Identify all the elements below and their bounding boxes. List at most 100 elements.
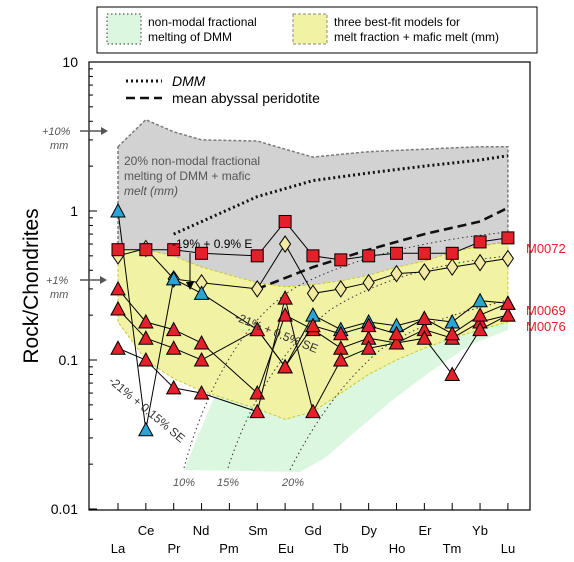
series-2-point-pr [165,379,182,395]
green-legend-line1: non-modal fractional [148,15,257,29]
series-0-point-sm [250,249,264,263]
series-4-point-pr [165,321,182,337]
x-tick-label-tm: Tm [443,541,462,556]
y-axis-label: Rock/Chondrites [20,208,43,363]
melt-15pct-label: 15% [217,477,239,489]
series-2-point-eu [277,290,293,305]
series-0-point-eu [278,215,292,229]
series-1-point-dy [360,317,377,333]
series-2-point-ce [138,351,154,367]
abyssal-legend-label: mean abyssal peridotite [172,90,320,106]
series-1-point-er [416,310,433,325]
x-tick-label-ce: Ce [138,523,155,538]
series-0-point-la [111,243,125,257]
x-tick-label-pr: Pr [168,541,182,556]
green-swatch [106,13,142,45]
series-1-point-ce [138,330,154,345]
series-1-point-lu [500,295,516,310]
series-1-point-eu [277,358,293,374]
plus1-mm-label: mm [50,289,68,301]
series-0-point-nd [195,246,209,260]
yellow-legend-line2: melt fraction + mafic melt (mm) [334,30,499,44]
series-0-point-er [417,246,431,260]
line-legend: DMM mean abyssal peridotite [126,73,320,106]
series-0-point-pr [167,243,181,257]
series-4-point-ce [138,313,154,329]
dmm-legend-label: DMM [172,73,206,89]
series-2-point-gd [305,403,321,419]
plus10-arrow [80,127,108,135]
melt-20pct-label: 20% [281,477,304,489]
series-4-point-eu [277,307,293,322]
melt-20pct-curve [289,299,509,471]
series-1-point-tb [332,325,349,341]
x-tick-label-er: Er [419,523,433,538]
x-axis-labels: Ce Nd Sm Gd Dy Er Yb La Pr Pm Eu Tb Ho T… [111,523,515,556]
series-0-point-dy [362,249,376,263]
dmm-reference-line [173,154,509,236]
x-tick-label-pm: Pm [219,541,239,556]
yellow-swatch [292,13,328,45]
series-4-point-la [110,280,126,296]
series-3-point-ce [138,421,154,437]
x-tick-label-lu: Lu [501,541,515,556]
series-1-point-gd [305,317,321,333]
series-2-point-er [416,330,433,345]
x-tick-label-sm: Sm [248,523,268,538]
series-0-point-yb [473,235,487,249]
series-2-point-nd [193,385,210,400]
series-0-point-gd [306,249,320,263]
model-19pct-arrow [186,253,194,290]
series-3-point-pr [165,270,182,286]
y-tick-label-10: 10 [62,54,78,70]
series-1-point-yb [472,307,488,322]
melt-10pct-label: 10% [173,477,195,489]
band-legend: non-modal fractional melting of DMM thre… [96,6,538,54]
sample-label-m0069: M0069 [526,303,566,318]
series-0-point-ho [390,246,403,260]
series-1-point-ho [388,325,405,341]
series-5-point-dy [362,273,375,292]
model-label-19pct: -19% + 0.9% E [172,237,252,251]
series-5-point-sm [251,280,264,298]
y-tick-label-1: 1 [70,203,78,219]
yellow-legend-line1: three best-fit models for [334,15,460,29]
x-tick-label-gd: Gd [304,523,321,538]
series-1-point-pr [165,340,182,355]
x-tick-label-yb: Yb [472,523,488,538]
series-5-point-tb [334,280,347,298]
series-3-point-nd [193,285,210,300]
plus1-label: +1% [46,275,69,287]
x-tick-label-dy: Dy [361,523,377,538]
series-1-point-tm [444,325,461,341]
gray-band-line2: melting of DMM + mafic [124,169,250,183]
series-2-point-la [110,340,126,355]
series-1-point-nd [193,351,210,367]
y-tick-label-0.1: 0.1 [59,352,79,368]
gray-band-line3: melt (mm) [124,184,178,198]
series-0-point-tb [334,253,348,267]
series-0-point-lu [501,231,515,245]
y-tick-label-0.01: 0.01 [51,501,78,517]
series-2-point-lu [500,307,516,322]
series-5-point-tm [446,258,459,277]
sample-label-m0072: M0072 [526,241,566,256]
series-1-point-la [110,300,126,316]
x-tick-label-nd: Nd [193,523,210,538]
series-5-point-yb [473,253,487,272]
series-2-point-sm [249,403,266,419]
green-legend-line2: melting of DMM [148,30,232,44]
x-tick-label-tb: Tb [333,541,348,556]
sample-label-m0076: M0076 [526,319,566,334]
melt-15pct-curve [227,255,509,469]
series-5-point-lu [501,249,515,268]
series-5-point-gd [306,284,320,303]
x-axis-ticks [117,503,509,510]
series-0-point-tm [445,246,459,260]
x-tick-label-eu: Eu [278,541,294,556]
series-2-point-tm [444,366,461,381]
series-0-point-ce [139,243,153,257]
plus10-mm-label: mm [50,140,68,152]
y-axis-ticks [89,61,97,510]
